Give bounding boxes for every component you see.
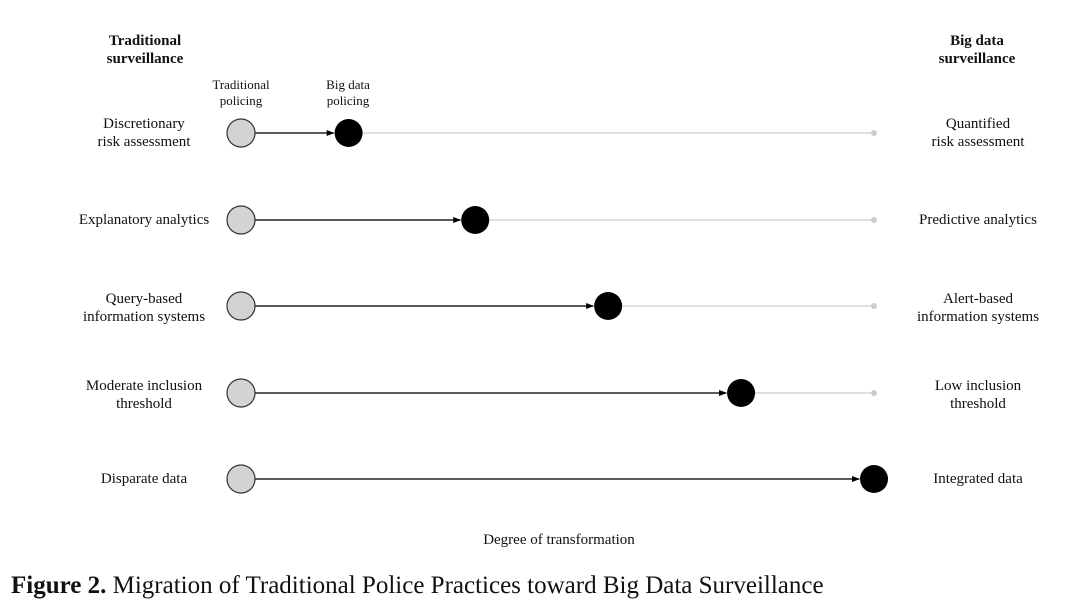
sub-label-line: policing — [326, 93, 370, 108]
row-left-label: Query-based information systems — [44, 290, 244, 326]
sub-label-line: Big data — [326, 77, 370, 92]
label-line: Disparate data — [100, 471, 188, 487]
row-left-label: Discretionary risk assessment — [44, 115, 244, 151]
label-line: threshold — [116, 396, 172, 412]
traditional-node — [226, 205, 256, 235]
row-right-label: Integrated data — [878, 470, 1077, 488]
label-line: Explanatory analytics — [78, 212, 210, 228]
sub-label-line: policing — [219, 93, 263, 108]
header-line: Traditional — [108, 33, 182, 49]
row-right-label: Low inclusion threshold — [878, 377, 1077, 413]
x-axis-label: Degree of transformation — [483, 532, 635, 548]
traditional-node — [226, 118, 256, 148]
label-line: Quantified — [945, 116, 1011, 132]
traditional-node — [226, 291, 256, 321]
traditional-policing-label: Traditional policing — [181, 77, 301, 109]
row-left-label: Disparate data — [44, 470, 244, 488]
bigdata-surveillance-header: Big data surveillance — [877, 32, 1077, 68]
traditional-surveillance-header: Traditional surveillance — [45, 32, 245, 68]
label-line: Alert-based — [943, 291, 1013, 307]
bigdata-node — [860, 465, 888, 493]
header-line: Big data — [950, 33, 1004, 49]
row-left-label: Explanatory analytics — [44, 211, 244, 229]
label-line: Low inclusion — [934, 378, 1022, 394]
label-line: Discretionary — [103, 116, 185, 132]
bigdata-policing-label: Big data policing — [288, 77, 408, 109]
bigdata-node — [461, 206, 490, 234]
sub-label-line: Traditional — [212, 77, 270, 92]
row-right-label: Predictive analytics — [878, 211, 1077, 229]
row-right-label: Alert-based information systems — [878, 290, 1077, 326]
header-line: surveillance — [106, 51, 184, 67]
track-end-dot — [871, 303, 877, 309]
bigdata-node — [594, 292, 623, 320]
traditional-node — [226, 378, 256, 408]
bigdata-node — [334, 119, 363, 147]
bigdata-node — [727, 379, 756, 407]
label-line: Moderate inclusion — [85, 378, 203, 394]
track-end-dot — [871, 217, 877, 223]
track-end-dot — [871, 130, 877, 136]
header-line: surveillance — [938, 51, 1016, 67]
row-left-label: Moderate inclusion threshold — [44, 377, 244, 413]
label-line: risk assessment — [931, 134, 1025, 150]
caption-text: Migration of Traditional Police Practice… — [106, 572, 824, 599]
label-line: risk assessment — [97, 134, 191, 150]
track-end-dot — [871, 390, 877, 396]
label-line: information systems — [916, 309, 1040, 325]
label-line: information systems — [82, 309, 206, 325]
figure-number: Figure 2. — [11, 572, 107, 599]
figure-caption: Figure 2. Migration of Traditional Polic… — [11, 572, 1061, 600]
label-line: Integrated data — [933, 471, 1023, 487]
traditional-node — [226, 464, 256, 494]
label-line: Predictive analytics — [919, 212, 1037, 228]
row-right-label: Quantified risk assessment — [878, 115, 1077, 151]
label-line: threshold — [950, 396, 1006, 412]
label-line: Query-based — [105, 291, 183, 307]
